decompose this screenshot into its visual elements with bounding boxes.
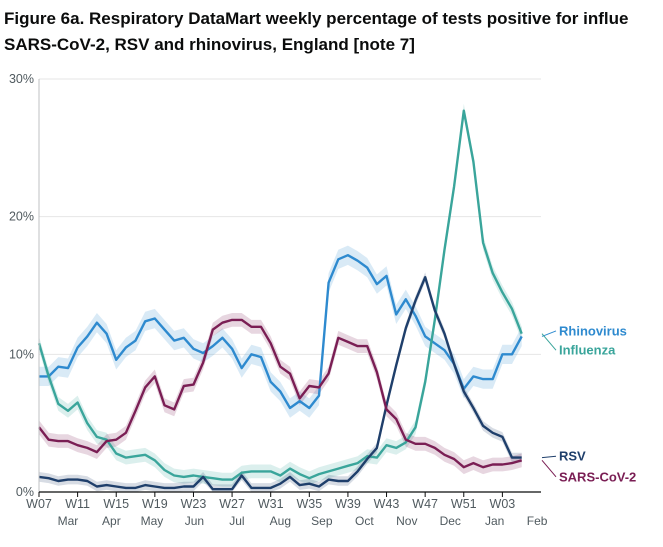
legend-influenza: Influenza bbox=[559, 343, 616, 358]
chart-title-line-2: SARS-CoV-2, RSV and rhinovirus, England … bbox=[4, 35, 415, 54]
chart-title-line-1: Figure 6a. Respiratory DataMart weekly p… bbox=[4, 9, 629, 28]
month-label: Nov bbox=[396, 514, 417, 528]
chart-title: Figure 6a. Respiratory DataMart weekly p… bbox=[4, 6, 663, 58]
month-label: Sep bbox=[311, 514, 333, 528]
grid-lines bbox=[39, 78, 541, 355]
sars-cov-2-line bbox=[38, 318, 523, 469]
legend-rhinovirus: Rhinovirus bbox=[559, 323, 627, 338]
y-tick-label: 20% bbox=[9, 210, 34, 224]
x-tick-label: W31 bbox=[258, 497, 284, 511]
y-tick-label: 0% bbox=[16, 485, 34, 499]
month-label: Jan bbox=[485, 514, 504, 528]
month-label: Oct bbox=[355, 514, 374, 528]
influenza-leader-line bbox=[541, 333, 557, 351]
rsv-leader-line bbox=[541, 455, 557, 459]
x-tick-label: W51 bbox=[451, 497, 477, 511]
y-tick-label: 30% bbox=[9, 72, 34, 86]
x-tick-label: W39 bbox=[335, 497, 361, 511]
x-tick-label: W03 bbox=[490, 497, 516, 511]
month-label: Jun bbox=[185, 514, 204, 528]
month-label: Dec bbox=[440, 514, 461, 528]
rsv-line bbox=[38, 276, 522, 491]
x-tick-label: W23 bbox=[181, 497, 207, 511]
series-lines bbox=[37, 109, 523, 491]
x-tick-label: W19 bbox=[142, 497, 168, 511]
y-tick-label: 10% bbox=[9, 347, 34, 361]
month-label: Mar bbox=[58, 514, 79, 528]
x-tick-label: W27 bbox=[219, 497, 245, 511]
legend-sars-cov-2: SARS-CoV-2 bbox=[559, 469, 636, 484]
axes: 0% 10% 20% 30% W07 W11 W15 W19 W23 W27 W31 W35 W39 W4… bbox=[9, 72, 548, 528]
month-label: Feb bbox=[527, 514, 548, 528]
month-label: Aug bbox=[270, 514, 291, 528]
influenza-confidence-band bbox=[39, 103, 522, 487]
rhinovirus-leader-line bbox=[541, 330, 557, 337]
sars-cov-2-confidence-band bbox=[39, 313, 522, 475]
x-tick-label: W43 bbox=[374, 497, 400, 511]
sars-cov-2-leader-line bbox=[541, 460, 557, 478]
legend-labels: Rhinovirus Influenza RSV SARS-CoV-2 bbox=[541, 323, 636, 484]
legend-rsv: RSV bbox=[559, 449, 586, 464]
x-tick-label: W07 bbox=[26, 497, 52, 511]
x-tick-label: W15 bbox=[103, 497, 129, 511]
influenza-line bbox=[37, 109, 523, 481]
x-tick-label: W35 bbox=[296, 497, 322, 511]
rhinovirus-line bbox=[39, 254, 523, 410]
confidence-bands bbox=[39, 103, 522, 492]
month-label: May bbox=[141, 514, 164, 528]
x-tick-label: W11 bbox=[65, 497, 90, 511]
month-label: Jul bbox=[229, 514, 244, 528]
month-label: Apr bbox=[102, 514, 121, 528]
x-tick-label: W47 bbox=[412, 497, 438, 511]
rhinovirus-confidence-band bbox=[39, 245, 522, 418]
